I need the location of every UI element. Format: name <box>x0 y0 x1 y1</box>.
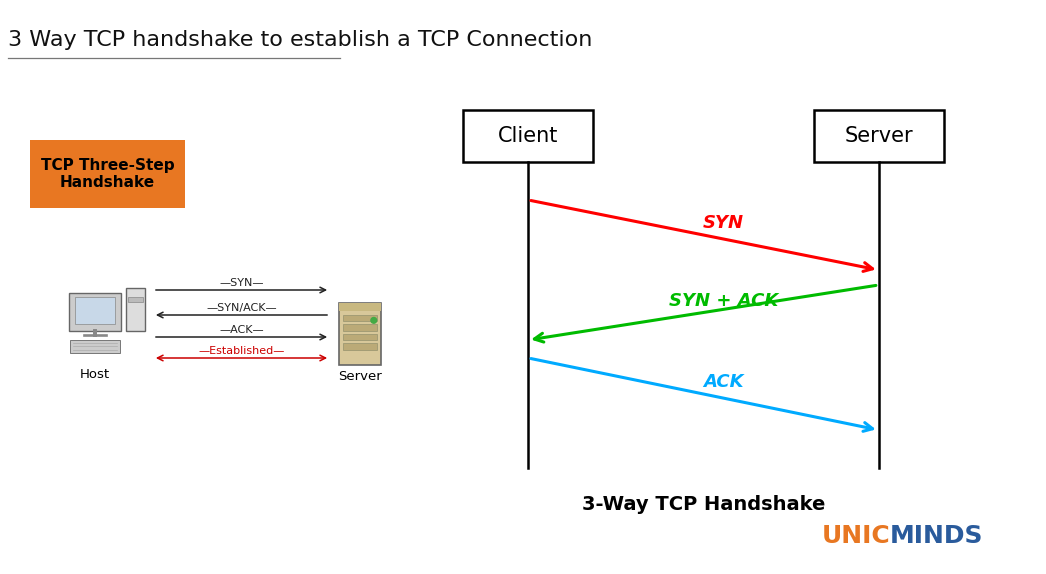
FancyBboxPatch shape <box>463 110 593 162</box>
Text: ACK: ACK <box>703 373 744 391</box>
FancyBboxPatch shape <box>69 293 121 331</box>
Text: SYN + ACK: SYN + ACK <box>668 292 778 309</box>
Text: Client: Client <box>498 126 559 146</box>
Text: 3 Way TCP handshake to establish a TCP Connection: 3 Way TCP handshake to establish a TCP C… <box>8 30 592 50</box>
Text: 3-Way TCP Handshake: 3-Way TCP Handshake <box>582 495 825 514</box>
FancyBboxPatch shape <box>126 288 145 331</box>
FancyBboxPatch shape <box>30 140 185 208</box>
Text: —Established—: —Established— <box>199 346 285 356</box>
FancyBboxPatch shape <box>814 110 943 162</box>
Text: SYN: SYN <box>703 214 744 232</box>
FancyBboxPatch shape <box>339 303 382 365</box>
Text: UNIC: UNIC <box>821 524 890 548</box>
Text: Server: Server <box>844 126 913 146</box>
FancyBboxPatch shape <box>343 333 377 340</box>
FancyBboxPatch shape <box>75 297 115 324</box>
Text: Server: Server <box>338 370 382 383</box>
Text: Host: Host <box>79 368 110 381</box>
FancyBboxPatch shape <box>343 343 377 350</box>
Text: —SYN/ACK—: —SYN/ACK— <box>206 303 277 313</box>
Text: MINDS: MINDS <box>890 524 983 548</box>
FancyBboxPatch shape <box>343 324 377 331</box>
Text: —ACK—: —ACK— <box>220 325 264 335</box>
Text: TCP Three-Step
Handshake: TCP Three-Step Handshake <box>41 158 175 190</box>
FancyBboxPatch shape <box>128 297 143 302</box>
FancyBboxPatch shape <box>70 340 119 354</box>
FancyBboxPatch shape <box>343 315 377 321</box>
Circle shape <box>371 317 377 323</box>
FancyBboxPatch shape <box>339 303 382 311</box>
Text: —SYN—: —SYN— <box>220 278 264 288</box>
